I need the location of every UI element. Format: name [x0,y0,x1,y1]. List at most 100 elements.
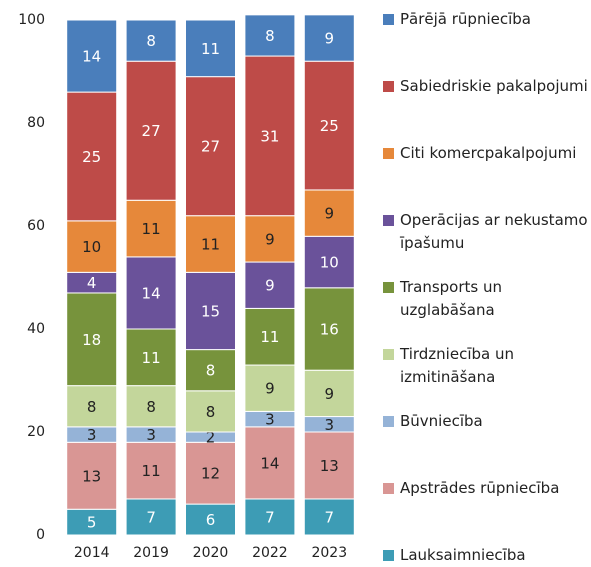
data-label: 8 [265,27,275,45]
data-label: 13 [82,467,101,485]
bar-segment [303,431,355,500]
bar-segment [303,235,355,289]
legend-item: Tirdzniecība un izmitināšana [383,343,588,389]
bar-segment [125,19,177,62]
legend-item: Transports un uzglabāšana [383,276,588,322]
bar-segment [125,498,177,536]
legend-label: Transports un uzglabāšana [400,278,502,319]
data-label: 4 [87,274,97,292]
data-label: 2 [206,429,216,447]
x-tick-label: 2023 [311,545,347,561]
bar-segment [66,91,118,222]
bar-segment [303,14,355,62]
bar-segment [185,441,236,505]
y-tick-label: 60 [27,218,45,234]
data-label: 11 [142,349,161,367]
data-label: 3 [325,416,335,434]
data-label: 3 [265,411,275,429]
bar-segment [244,215,296,263]
data-label: 11 [201,40,220,58]
legend-label: Apstrādes rūpniecība [400,479,560,497]
bar-segment [303,189,355,237]
bar-segment [303,60,355,191]
bar-segment [125,256,177,330]
bar-segment [185,271,236,351]
data-label: 10 [82,238,101,256]
legend-label: Sabiedriskie pakalpojumi [400,77,588,95]
legend-label: Būvniecība [400,412,483,430]
legend-swatch [383,14,394,25]
data-label: 7 [325,508,335,526]
data-label: 8 [146,32,156,50]
bar-segment [125,199,177,258]
data-label: 9 [265,277,275,295]
y-tick-label: 100 [18,12,45,28]
data-label: 9 [265,380,275,398]
data-label: 9 [325,205,335,223]
y-tick-label: 20 [27,424,45,440]
legend-label: Tirdzniecība un izmitināšana [400,345,514,386]
bar-segment [66,441,118,510]
legend-swatch [383,81,394,92]
y-tick-label: 0 [36,527,45,543]
data-label: 8 [146,398,156,416]
bar-segment [185,76,236,217]
data-label: 15 [201,302,220,320]
legend-swatch [383,550,394,561]
data-label: 6 [206,511,216,529]
y-tick-label: 80 [27,115,45,131]
data-label: 7 [265,508,275,526]
data-label: 31 [260,127,279,145]
bar-segment [244,261,296,309]
bar-segment [66,19,118,93]
bar-segment [125,385,177,428]
bar-segment [244,364,296,412]
bar-segment [125,60,177,201]
bar-segment [66,508,118,536]
data-label: 25 [320,117,339,135]
legend-swatch [383,215,394,226]
bar-segment [185,349,236,392]
legend-label: Citi komercpakalpojumi [400,144,577,162]
bar-segment [66,385,118,428]
bar-segment [66,220,118,273]
bar-segment [185,19,236,78]
legend-item: Lauksaimniecība [383,544,588,567]
data-label: 14 [260,454,279,472]
legend-label: Operācijas ar nekustamo īpašumu [400,211,588,252]
data-label: 18 [82,331,101,349]
bar-segment [66,292,118,387]
legend-item: Pārējā rūpniecība [383,8,588,31]
data-label: 9 [325,385,335,403]
data-label: 8 [206,403,216,421]
data-label: 25 [82,148,101,166]
data-label: 11 [142,220,161,238]
data-label: 16 [320,321,339,339]
data-label: 5 [87,514,97,532]
data-label: 11 [201,236,220,254]
data-label: 13 [320,457,339,475]
data-label: 7 [146,508,156,526]
data-label: 8 [87,398,97,416]
x-tick-label: 2014 [74,545,110,561]
legend-label: Lauksaimniecība [400,546,526,564]
bar-segment [244,55,296,217]
bar-segment [244,14,296,57]
x-tick-label: 2022 [252,545,288,561]
x-tick-label: 2020 [193,545,229,561]
data-label: 3 [146,426,156,444]
legend-item: Operācijas ar nekustamo īpašumu [383,209,588,255]
x-tick-label: 2019 [133,545,169,561]
data-label: 12 [201,465,220,483]
legend-swatch [383,282,394,293]
bar-segment [244,307,296,366]
data-label: 14 [82,48,101,66]
data-label: 9 [265,230,275,248]
legend-swatch [383,416,394,427]
legend-swatch [383,148,394,159]
legend-swatch [383,349,394,360]
bar-segment [125,328,177,387]
data-label: 11 [142,462,161,480]
bar-segment [303,369,355,418]
